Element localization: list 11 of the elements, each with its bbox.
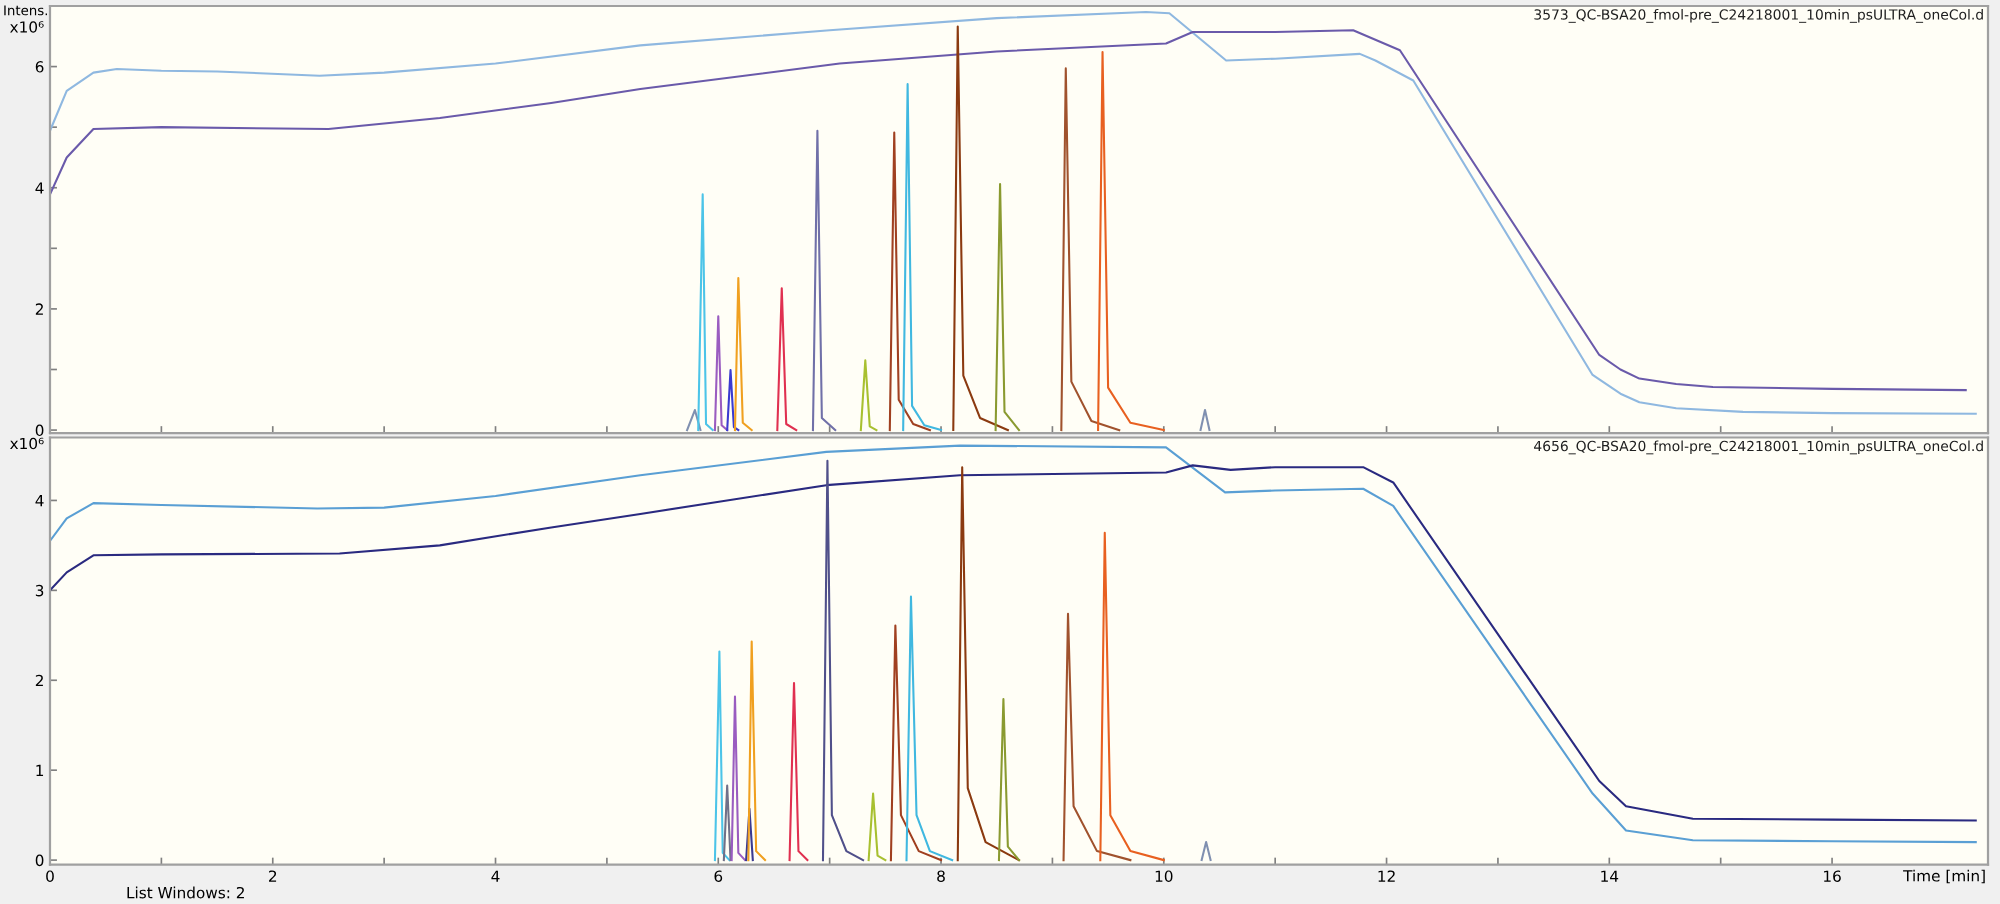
line-series	[1062, 612, 1132, 862]
line-series	[905, 595, 954, 862]
line-series	[821, 459, 865, 862]
line-series	[952, 25, 1009, 432]
line-series	[902, 83, 943, 432]
line-series	[1097, 51, 1165, 432]
line-series	[956, 466, 1021, 862]
line-series	[889, 624, 943, 862]
line-series	[888, 131, 931, 432]
line-series	[1060, 67, 1121, 432]
line-series	[1099, 531, 1165, 862]
